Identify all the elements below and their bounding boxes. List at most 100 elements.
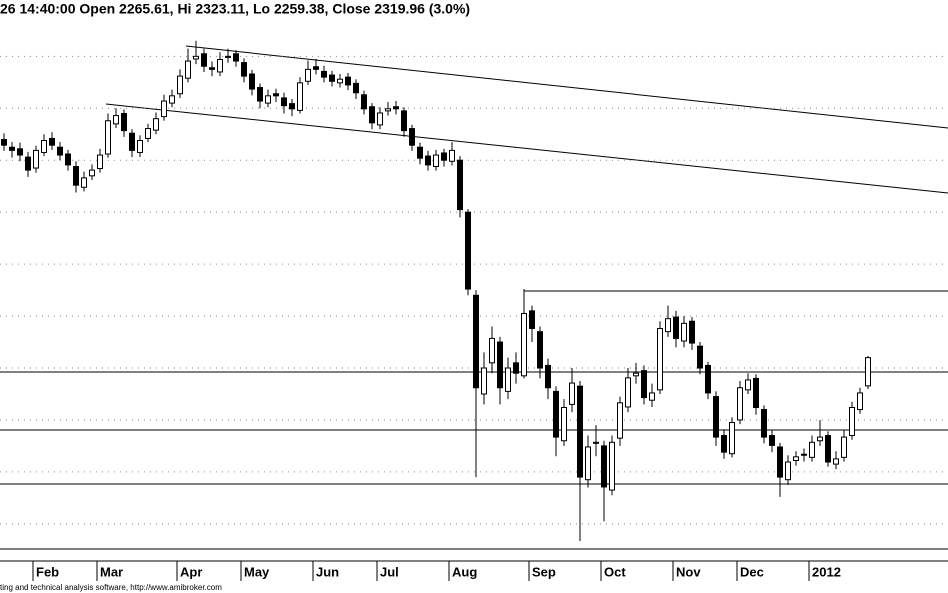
candle-body <box>833 458 839 465</box>
candle-body <box>849 406 855 437</box>
candle-body <box>625 377 631 408</box>
candle-body <box>649 392 655 401</box>
candle-body <box>289 103 295 110</box>
candle-body <box>121 112 127 132</box>
candle-body <box>841 436 847 458</box>
candle-body <box>745 379 751 391</box>
candle-body <box>193 55 199 60</box>
candle-body <box>553 390 559 438</box>
candle-body <box>777 446 783 478</box>
candle-body <box>129 132 135 151</box>
candle-body <box>425 155 431 166</box>
candle-body <box>97 154 103 170</box>
candle-body <box>825 435 831 463</box>
candle-body <box>753 377 759 408</box>
candle-body <box>673 316 679 339</box>
candle-body <box>113 115 119 125</box>
candle-body <box>809 441 815 458</box>
candle-body <box>817 436 823 442</box>
x-tick-label: May <box>244 564 270 579</box>
candle-body <box>81 177 87 188</box>
candle-body <box>401 110 407 132</box>
candle-body <box>729 422 735 455</box>
x-tick-label: Apr <box>180 564 202 579</box>
candle-body <box>353 82 359 94</box>
candle-body <box>305 68 311 82</box>
candle-body <box>369 106 375 124</box>
candle-body <box>569 382 575 405</box>
x-tick-label: Aug <box>452 564 477 579</box>
candle-body <box>473 294 479 389</box>
candle-body <box>409 128 415 146</box>
candle-body <box>17 148 23 156</box>
candle-body <box>377 112 383 126</box>
candle-body <box>329 74 335 82</box>
candle-body <box>249 73 255 90</box>
chart-title: 26 14:40:00 Open 2265.61, Hi 2323.11, Lo… <box>0 1 470 17</box>
candle-body <box>593 441 599 444</box>
candle-body <box>169 95 175 104</box>
candle-body <box>185 60 191 79</box>
candle-body <box>57 146 63 156</box>
candle-body <box>1 138 7 146</box>
candle-body <box>345 76 351 86</box>
candle-body <box>713 396 719 438</box>
candle-body <box>225 55 231 58</box>
candle-body <box>521 312 527 377</box>
candle-body <box>241 62 247 77</box>
candle-body <box>761 409 767 438</box>
x-tick-label: Sep <box>532 564 556 579</box>
x-tick-label: Mar <box>100 564 123 579</box>
candle-body <box>657 328 663 391</box>
x-tick-label: 2012 <box>812 564 841 579</box>
candle-body <box>209 67 215 70</box>
candle-body <box>441 152 447 161</box>
candle-body <box>321 70 327 78</box>
candle-body <box>273 93 279 97</box>
candle-body <box>641 370 647 399</box>
trend-line <box>105 103 948 194</box>
candle-body <box>65 153 71 166</box>
candle-body <box>617 402 623 439</box>
candle-body <box>281 97 287 107</box>
candle-body <box>257 87 263 102</box>
candle-body <box>89 169 95 177</box>
x-tick-label: Jul <box>380 564 399 579</box>
candle-body <box>105 120 111 155</box>
candle-body <box>417 146 423 159</box>
candle-body <box>529 310 535 330</box>
candle-body <box>457 159 463 211</box>
candle-body <box>177 75 183 95</box>
candle-body <box>585 446 591 481</box>
candle-body <box>513 362 519 374</box>
x-tick-label: Dec <box>740 564 764 579</box>
candle-body <box>489 337 495 364</box>
candle-body <box>33 149 39 169</box>
x-tick-label: Feb <box>36 564 59 579</box>
candle-body <box>609 441 615 491</box>
candle-body <box>137 140 143 153</box>
candle-body <box>793 456 799 461</box>
candle-body <box>769 435 775 446</box>
candle-body <box>697 345 703 369</box>
x-tick-label: Oct <box>604 564 626 579</box>
candle-body <box>705 364 711 394</box>
x-tick-label: Jun <box>316 564 339 579</box>
candle-body <box>633 372 639 377</box>
candle-body <box>577 385 583 478</box>
candle-body <box>201 53 207 67</box>
candle-body <box>737 387 743 421</box>
candle-body <box>785 461 791 481</box>
candle-body <box>481 367 487 395</box>
annotations <box>0 45 948 562</box>
candle-body <box>297 82 303 111</box>
trend-line <box>185 45 948 129</box>
x-tick-label: Nov <box>676 564 701 579</box>
candle-body <box>601 445 607 488</box>
candle-body <box>233 53 239 62</box>
candle-body <box>505 367 511 392</box>
candle-body <box>537 331 543 369</box>
candle-body <box>9 146 15 151</box>
